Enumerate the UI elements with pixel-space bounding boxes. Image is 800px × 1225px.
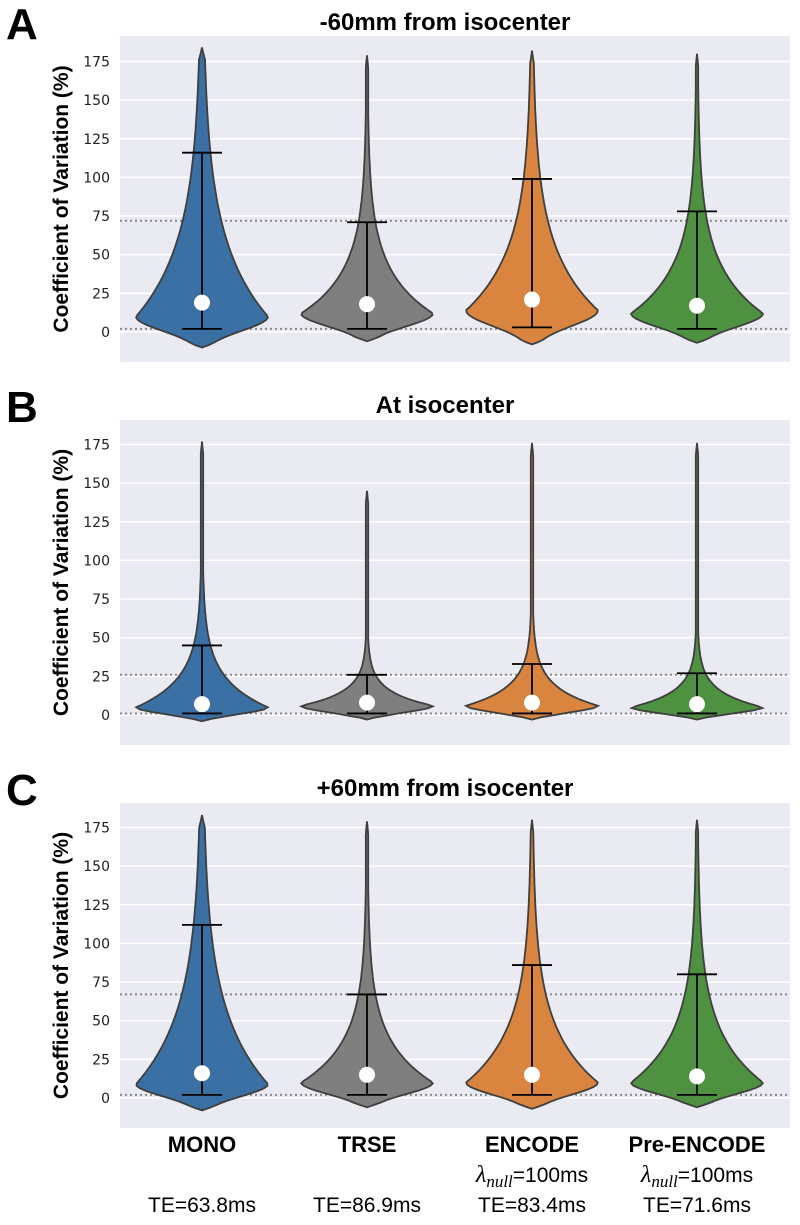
panel-b-violin-pre-encode-median-dot [689, 696, 705, 713]
panel-c-violin-encode [465, 819, 599, 1110]
panel-c-ylabel: Coefficient of Variation (%) [50, 832, 73, 1099]
panel-b-violin-mono [134, 441, 270, 723]
panel-c-ytick-50: 50 [92, 1014, 110, 1030]
panel-b-violin-encode-body [463, 442, 601, 721]
panel-a-ytick-125: 125 [83, 132, 110, 148]
panel-a-violin-encode-median-dot [524, 291, 540, 308]
panel-a-violin-encode [465, 50, 599, 346]
panel-b-violin-mono-median-dot [194, 696, 210, 713]
panel-a-ytick-100: 100 [83, 170, 110, 186]
panel-c-ytick-25: 25 [92, 1052, 110, 1068]
panel-c-ytick-125: 125 [83, 898, 110, 914]
panel-b-violin-pre-encode [629, 442, 765, 721]
panel-a-violin-pre-encode [629, 53, 765, 344]
panel-a-letter: A [6, 0, 38, 49]
panel-c-ytick-0: 0 [101, 1091, 110, 1107]
panel-c-title: +60mm from isocenter [317, 775, 574, 802]
panel-c-ytick-75: 75 [92, 975, 110, 991]
panel-c-ytick-100: 100 [83, 936, 110, 952]
panel-b: 0 25 50 75 100 125 150 175 At isocenter B Coeffici… [6, 383, 790, 745]
panel-a-title: -60mm from isocenter [320, 9, 571, 36]
panel-a-violin-mono [135, 47, 269, 349]
panel-a-violin-pre-encode-median-dot [689, 297, 705, 314]
panel-b-violin-encode [463, 442, 601, 721]
panel-b-violin-pre-encode-body [629, 442, 765, 721]
panel-b-violin-mono-body [134, 441, 270, 723]
panel-c-violin-trse-body [299, 821, 435, 1109]
panel-c-violin-pre-encode [630, 819, 764, 1109]
panel-b-ytick-25: 25 [92, 669, 110, 685]
panel-a-ytick-0: 0 [101, 325, 110, 341]
panel-b-ytick-100: 100 [83, 553, 110, 569]
panel-c-violin-mono [135, 814, 269, 1112]
panel-b-ytick-50: 50 [92, 631, 110, 647]
panel-c-violin-pre-encode-body [630, 819, 764, 1109]
panel-b-ylabel: Coefficient of Variation (%) [50, 449, 73, 716]
panel-c-violin-trse [299, 821, 435, 1109]
panel-a-violin-trse-body [300, 55, 434, 343]
panel-c-violin-pre-encode-median-dot [689, 1068, 705, 1085]
panel-a-ylabel: Coefficient of Variation (%) [50, 65, 73, 332]
panel-a-violin-pre-encode-body [629, 53, 765, 344]
panel-a-violin-trse [300, 55, 434, 343]
panel-b-ytick-0: 0 [101, 708, 110, 724]
panel-b-letter: B [6, 383, 38, 432]
panel-a-ytick-75: 75 [92, 209, 110, 225]
panel-b-ytick-75: 75 [92, 592, 110, 608]
panel-a-violin-trse-median-dot [359, 296, 375, 313]
panel-a-ytick-50: 50 [92, 248, 110, 264]
panel-a-ytick-25: 25 [92, 286, 110, 302]
panel-c-ytick-150: 150 [83, 859, 110, 875]
panel-b-violin-trse-body [298, 490, 436, 721]
panel-c-letter: C [6, 766, 38, 815]
panel-b-ytick-150: 150 [83, 476, 110, 492]
panel-b-ytick-175: 175 [83, 437, 110, 453]
panel-b-ytick-125: 125 [83, 515, 110, 531]
panel-a-violin-mono-median-dot [194, 294, 210, 311]
panel-c-violin-mono-median-dot [194, 1065, 210, 1082]
panel-a: 0 25 50 75 100 125 150 175 -60mm from isocenter A… [6, 0, 790, 362]
panel-c: 0 25 50 75 100 125 150 175 +60mm from isocenter C… [6, 766, 790, 1128]
panel-c-violin-encode-median-dot [524, 1066, 540, 1083]
panel-b-violin-trse [298, 490, 436, 721]
panel-a-ytick-150: 150 [83, 93, 110, 109]
panel-c-violin-trse-median-dot [359, 1066, 375, 1083]
panel-c-ytick-175: 175 [83, 820, 110, 836]
panel-b-violin-encode-median-dot [524, 694, 540, 711]
panel-b-title: At isocenter [376, 392, 515, 419]
panel-a-ytick-175: 175 [83, 54, 110, 70]
panel-b-violin-trse-median-dot [359, 694, 375, 711]
